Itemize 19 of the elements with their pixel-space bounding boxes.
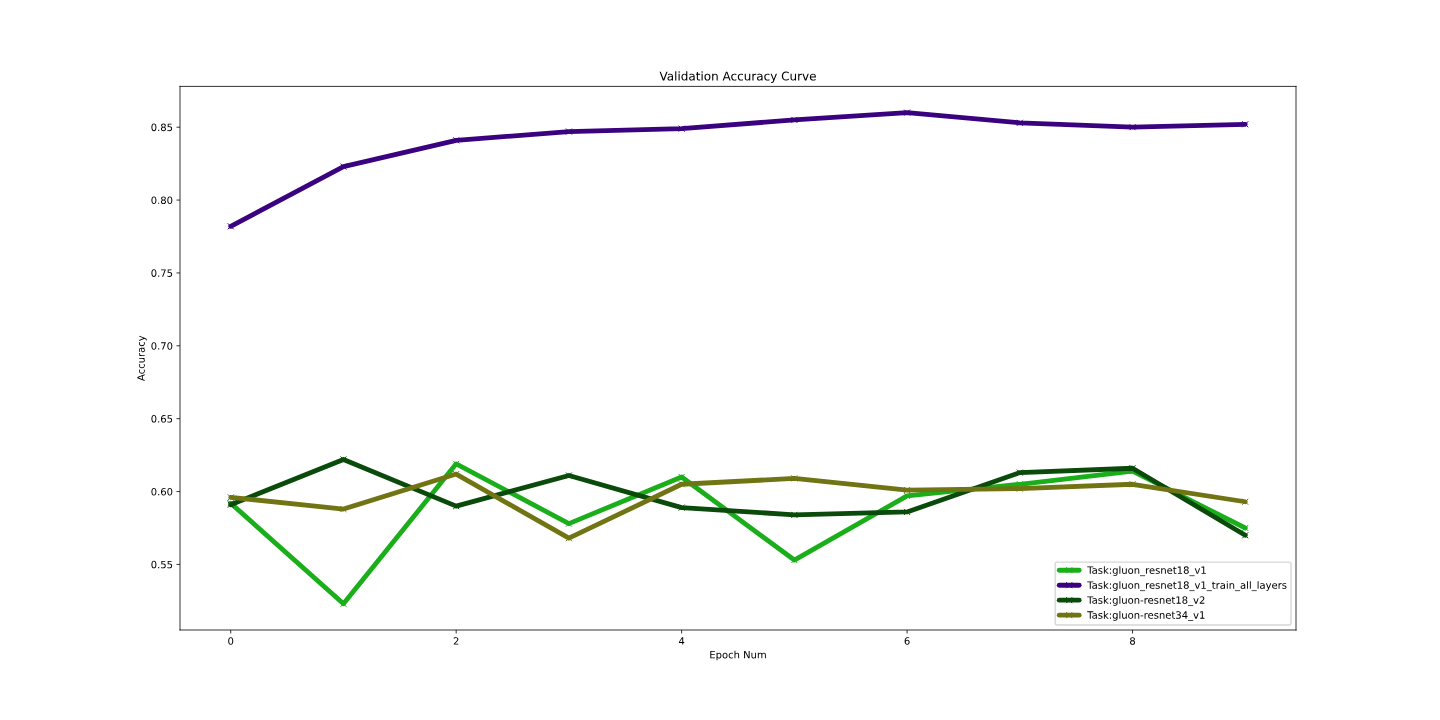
y-axis-title: Accuracy [137,335,147,381]
y-tick-label: 0.55 [151,560,173,569]
chart-title: Validation Accuracy Curve [659,71,816,83]
y-tick-label: 0.85 [151,123,173,132]
x-tick-label: 0 [228,637,234,645]
legend-label: Task:gluon_resnet18_v1_train_all_layers [1087,581,1287,592]
legend-label: Task:gluon-resnet34_v1 [1087,611,1205,621]
x-tick-label: 8 [1130,637,1136,645]
legend-label: Task:gluon_resnet18_v1 [1087,566,1206,577]
x-tick-label: 6 [904,637,910,645]
y-tick-label: 0.60 [151,487,173,496]
x-tick-label: 4 [678,637,685,645]
y-tick-label: 0.80 [151,196,173,205]
x-tick-label: 2 [453,637,459,645]
legend-label: Task:gluon-resnet18_v2 [1087,596,1205,607]
y-tick-label: 0.65 [151,415,173,423]
y-tick-label: 0.75 [151,269,173,277]
y-tick-label: 0.70 [151,342,173,350]
x-axis-title: Epoch Num [710,650,766,661]
